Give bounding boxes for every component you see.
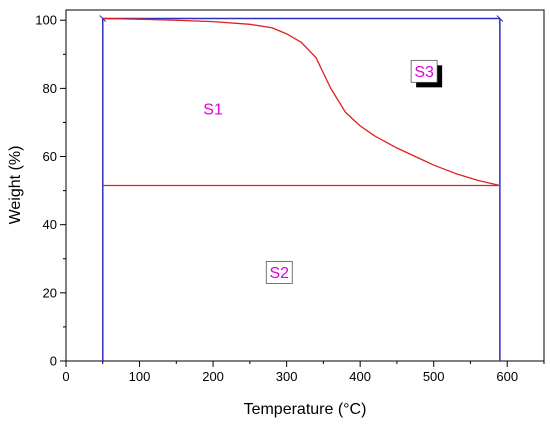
y-tick-label: 20 xyxy=(43,285,57,300)
weight-loss-curve xyxy=(102,17,501,187)
bound-marker xyxy=(99,15,107,22)
plot-frame xyxy=(65,9,545,362)
region-label-s1: S1 xyxy=(203,101,223,118)
bound-marker xyxy=(496,15,504,22)
y-tick-label: 100 xyxy=(35,13,57,28)
x-tick-label: 200 xyxy=(202,369,224,384)
region-bounds xyxy=(99,15,504,361)
tick-labels: 0 100 200 300 400 500 600 0 20 40 60 80 100 xyxy=(35,13,518,384)
region-label-s2: S2 xyxy=(265,260,293,284)
label-text: S1 xyxy=(203,101,223,118)
label-box xyxy=(265,260,293,284)
data-series xyxy=(102,17,501,187)
axis-ticks xyxy=(60,19,545,367)
y-tick-label: 40 xyxy=(43,217,57,232)
label-text: S3 xyxy=(414,64,434,81)
x-axis-title: Temperature (°C) xyxy=(244,401,367,418)
label-text: S2 xyxy=(269,265,289,282)
region-label-s3: S3 xyxy=(410,59,443,88)
x-tick-label: 600 xyxy=(496,369,518,384)
y-tick-label: 80 xyxy=(43,81,57,96)
x-tick-label: 300 xyxy=(276,369,298,384)
x-tick-label: 500 xyxy=(423,369,445,384)
x-tick-label: 400 xyxy=(349,369,371,384)
y-tick-label: 0 xyxy=(50,354,57,369)
y-axis-title: Weight (%) xyxy=(7,146,24,225)
x-tick-label: 0 xyxy=(62,369,69,384)
y-tick-label: 60 xyxy=(43,149,57,164)
region-labels: S1 S3 S2 xyxy=(203,59,443,284)
label-box xyxy=(410,59,438,83)
x-tick-label: 100 xyxy=(129,369,151,384)
